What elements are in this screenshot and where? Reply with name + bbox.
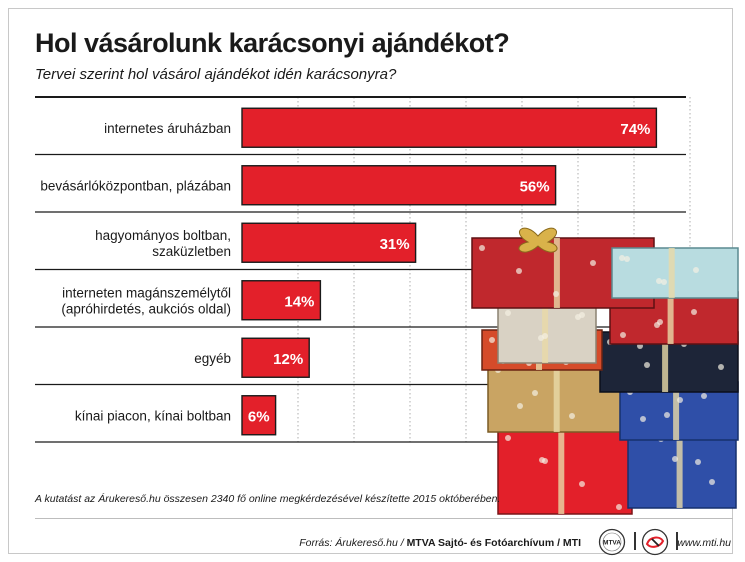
bar bbox=[241, 165, 557, 206]
gift-pattern bbox=[624, 256, 630, 262]
category-label: hagyományos boltban, bbox=[95, 228, 231, 243]
category-label: szaküzletben bbox=[152, 244, 231, 259]
source-prefix: Forrás: Árukereső.hu / bbox=[299, 537, 407, 549]
gift-ribbon bbox=[558, 428, 565, 514]
gift-pattern bbox=[590, 260, 596, 266]
gift-pattern bbox=[661, 279, 667, 285]
bar bbox=[241, 280, 322, 321]
gift-pattern bbox=[505, 310, 511, 316]
bar-value-label: 12% bbox=[273, 351, 303, 368]
gift-pattern bbox=[693, 267, 699, 273]
gift-ribbon bbox=[667, 292, 674, 344]
gift-ribbon bbox=[662, 332, 669, 392]
bar-value-label: 14% bbox=[284, 293, 314, 310]
footer-divider bbox=[35, 518, 733, 519]
gift-pattern bbox=[718, 364, 724, 370]
gift-box bbox=[497, 427, 633, 515]
gift-pattern bbox=[539, 457, 545, 463]
bar bbox=[241, 395, 277, 436]
gift-pattern bbox=[479, 245, 485, 251]
bar-value-label: 74% bbox=[620, 121, 650, 138]
gift-pattern bbox=[489, 337, 495, 343]
gift-pattern bbox=[616, 504, 622, 510]
gift-boxes-photo bbox=[471, 227, 739, 515]
survey-note: A kutatást az Árukereső.hu összesen 2340… bbox=[35, 493, 501, 505]
gift-ribbon bbox=[676, 426, 683, 508]
gift-pattern bbox=[619, 255, 625, 261]
gift-pattern bbox=[516, 268, 522, 274]
gift-ribbon bbox=[668, 248, 675, 298]
gift-pattern bbox=[569, 413, 575, 419]
gift-pattern bbox=[695, 459, 701, 465]
svg-text:MTVA: MTVA bbox=[603, 540, 621, 547]
category-label: egyéb bbox=[194, 351, 231, 366]
website-url: www.mti.hu bbox=[677, 537, 731, 549]
mti-logo-icon bbox=[641, 528, 669, 556]
gift-pattern bbox=[656, 278, 662, 284]
gift-bow bbox=[518, 227, 558, 253]
gift-pattern bbox=[620, 332, 626, 338]
gift-pattern bbox=[691, 309, 697, 315]
gift-pattern bbox=[579, 481, 585, 487]
gift-pattern bbox=[664, 412, 670, 418]
bar-value-label: 56% bbox=[520, 178, 550, 195]
category-label: internetes áruházban bbox=[104, 121, 231, 136]
category-label: bevásárlóközpontban, plázában bbox=[40, 178, 231, 193]
source-credit: Forrás: Árukereső.hu / MTVA Sajtó- és Fo… bbox=[299, 537, 581, 549]
bar bbox=[241, 107, 658, 148]
gift-pattern bbox=[575, 314, 581, 320]
category-label: interneten magánszemélytől bbox=[62, 285, 231, 300]
logo-separator bbox=[676, 532, 678, 550]
gift-pattern bbox=[505, 435, 511, 441]
gift-box bbox=[611, 247, 739, 299]
source-agency: MTVA Sajtó- és Fotóarchívum / MTI bbox=[406, 537, 581, 549]
gift-ribbon bbox=[553, 238, 560, 308]
gift-ribbon bbox=[673, 382, 680, 440]
mtva-logo-icon: MTVA bbox=[598, 528, 626, 556]
gift-pattern bbox=[644, 362, 650, 368]
gift-pattern bbox=[553, 291, 559, 297]
gift-pattern bbox=[657, 319, 663, 325]
gift-pattern bbox=[672, 456, 678, 462]
gift-pattern bbox=[677, 397, 683, 403]
gift-pattern bbox=[701, 393, 707, 399]
category-label: (apróhirdetés, aukciós oldal) bbox=[61, 301, 231, 316]
page-title: Hol vásárolunk karácsonyi ajándékot? bbox=[35, 28, 510, 58]
page-subtitle: Tervei szerint hol vásárol ajándékot idé… bbox=[35, 66, 397, 83]
gift-pattern bbox=[640, 416, 646, 422]
bar bbox=[241, 337, 310, 378]
gift-pattern bbox=[538, 335, 544, 341]
gift-pattern bbox=[517, 403, 523, 409]
gift-ribbon bbox=[542, 303, 549, 363]
category-label: kínai piacon, kínai boltban bbox=[75, 408, 231, 423]
chart-rows: 74% internetes áruházban 56% bevásárlóközpo… bbox=[35, 96, 686, 443]
gift-pattern bbox=[709, 479, 715, 485]
bar-value-label: 6% bbox=[248, 408, 270, 425]
bar-value-label: 31% bbox=[380, 236, 410, 253]
bar bbox=[241, 222, 417, 263]
gift-ribbon bbox=[553, 360, 560, 432]
logo-separator bbox=[634, 532, 636, 550]
gift-pattern bbox=[532, 390, 538, 396]
